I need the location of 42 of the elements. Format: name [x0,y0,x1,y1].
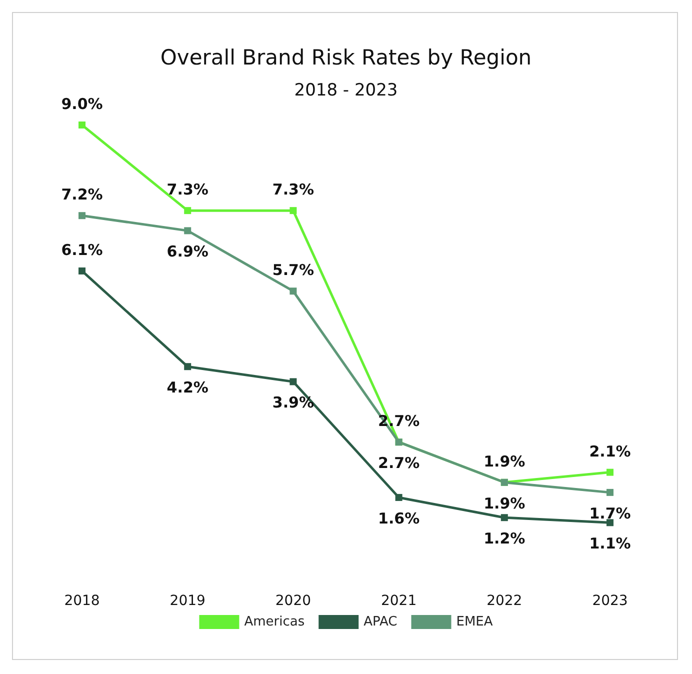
data-label: 1.9% [484,452,526,470]
data-label: 2.7% [378,454,420,472]
point [606,488,614,496]
chart-subtitle: 2018 - 2023 [294,80,398,100]
legend-label: APAC [364,614,398,630]
x-tick-label: 2022 [486,593,522,609]
point [290,378,297,386]
point [78,212,86,220]
data-label: 1.9% [484,494,526,512]
point [606,468,614,476]
point [184,207,192,214]
data-label: 4.2% [166,378,208,397]
x-tick-label: 2018 [64,593,100,609]
point [290,288,297,295]
data-label: 5.7% [272,261,314,280]
point [395,494,402,501]
data-label: 7.2% [61,186,103,204]
data-label: 2.1% [589,442,631,460]
x-tick-label: 2021 [380,593,417,609]
data-label: 3.9% [272,394,314,412]
point [184,363,192,370]
data-label: 1.1% [589,534,631,553]
chart-title: Overall Brand Risk Rates by Region [160,46,532,70]
data-label: 1.7% [589,504,631,522]
legend-label: Americas [244,614,305,630]
point [184,227,192,234]
data-label: 9.0% [61,95,103,113]
data-label: 6.9% [166,242,208,261]
point [78,122,86,128]
x-tick-label: 2020 [275,593,312,609]
data-label: 1.2% [484,530,526,548]
point [78,267,86,274]
data-label: 1.6% [378,509,420,528]
x-tick-label: 2019 [170,593,206,609]
data-label: 7.3% [272,180,314,199]
point [290,207,297,214]
data-label: 6.1% [61,240,103,259]
legend-label: EMEA [456,614,493,630]
point [606,519,614,526]
x-tick-label: 2023 [592,593,628,609]
data-label: 7.3% [166,180,208,199]
point [500,514,508,522]
